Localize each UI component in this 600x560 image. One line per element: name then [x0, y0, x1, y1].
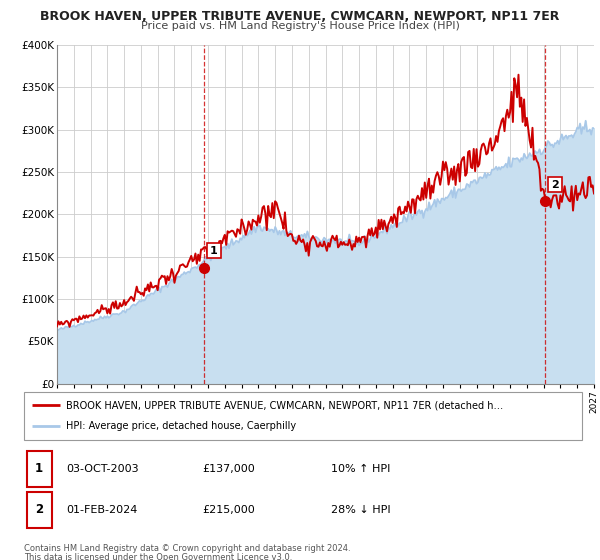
FancyBboxPatch shape	[27, 492, 52, 528]
Text: Price paid vs. HM Land Registry's House Price Index (HPI): Price paid vs. HM Land Registry's House …	[140, 21, 460, 31]
Text: 1: 1	[210, 246, 218, 255]
Text: 2: 2	[35, 503, 43, 516]
FancyBboxPatch shape	[24, 392, 582, 440]
FancyBboxPatch shape	[27, 451, 52, 487]
Text: This data is licensed under the Open Government Licence v3.0.: This data is licensed under the Open Gov…	[24, 553, 292, 560]
Text: 1: 1	[35, 463, 43, 475]
Text: £137,000: £137,000	[203, 464, 256, 474]
Text: 28% ↓ HPI: 28% ↓ HPI	[331, 505, 391, 515]
Text: BROOK HAVEN, UPPER TRIBUTE AVENUE, CWMCARN, NEWPORT, NP11 7ER: BROOK HAVEN, UPPER TRIBUTE AVENUE, CWMCA…	[40, 10, 560, 23]
Text: HPI: Average price, detached house, Caerphilly: HPI: Average price, detached house, Caer…	[66, 421, 296, 431]
Text: 01-FEB-2024: 01-FEB-2024	[66, 505, 137, 515]
Text: 2: 2	[551, 180, 559, 189]
Text: 10% ↑ HPI: 10% ↑ HPI	[331, 464, 390, 474]
Text: Contains HM Land Registry data © Crown copyright and database right 2024.: Contains HM Land Registry data © Crown c…	[24, 544, 350, 553]
Text: 03-OCT-2003: 03-OCT-2003	[66, 464, 139, 474]
Text: £215,000: £215,000	[203, 505, 256, 515]
Text: BROOK HAVEN, UPPER TRIBUTE AVENUE, CWMCARN, NEWPORT, NP11 7ER (detached h…: BROOK HAVEN, UPPER TRIBUTE AVENUE, CWMCA…	[66, 400, 503, 410]
